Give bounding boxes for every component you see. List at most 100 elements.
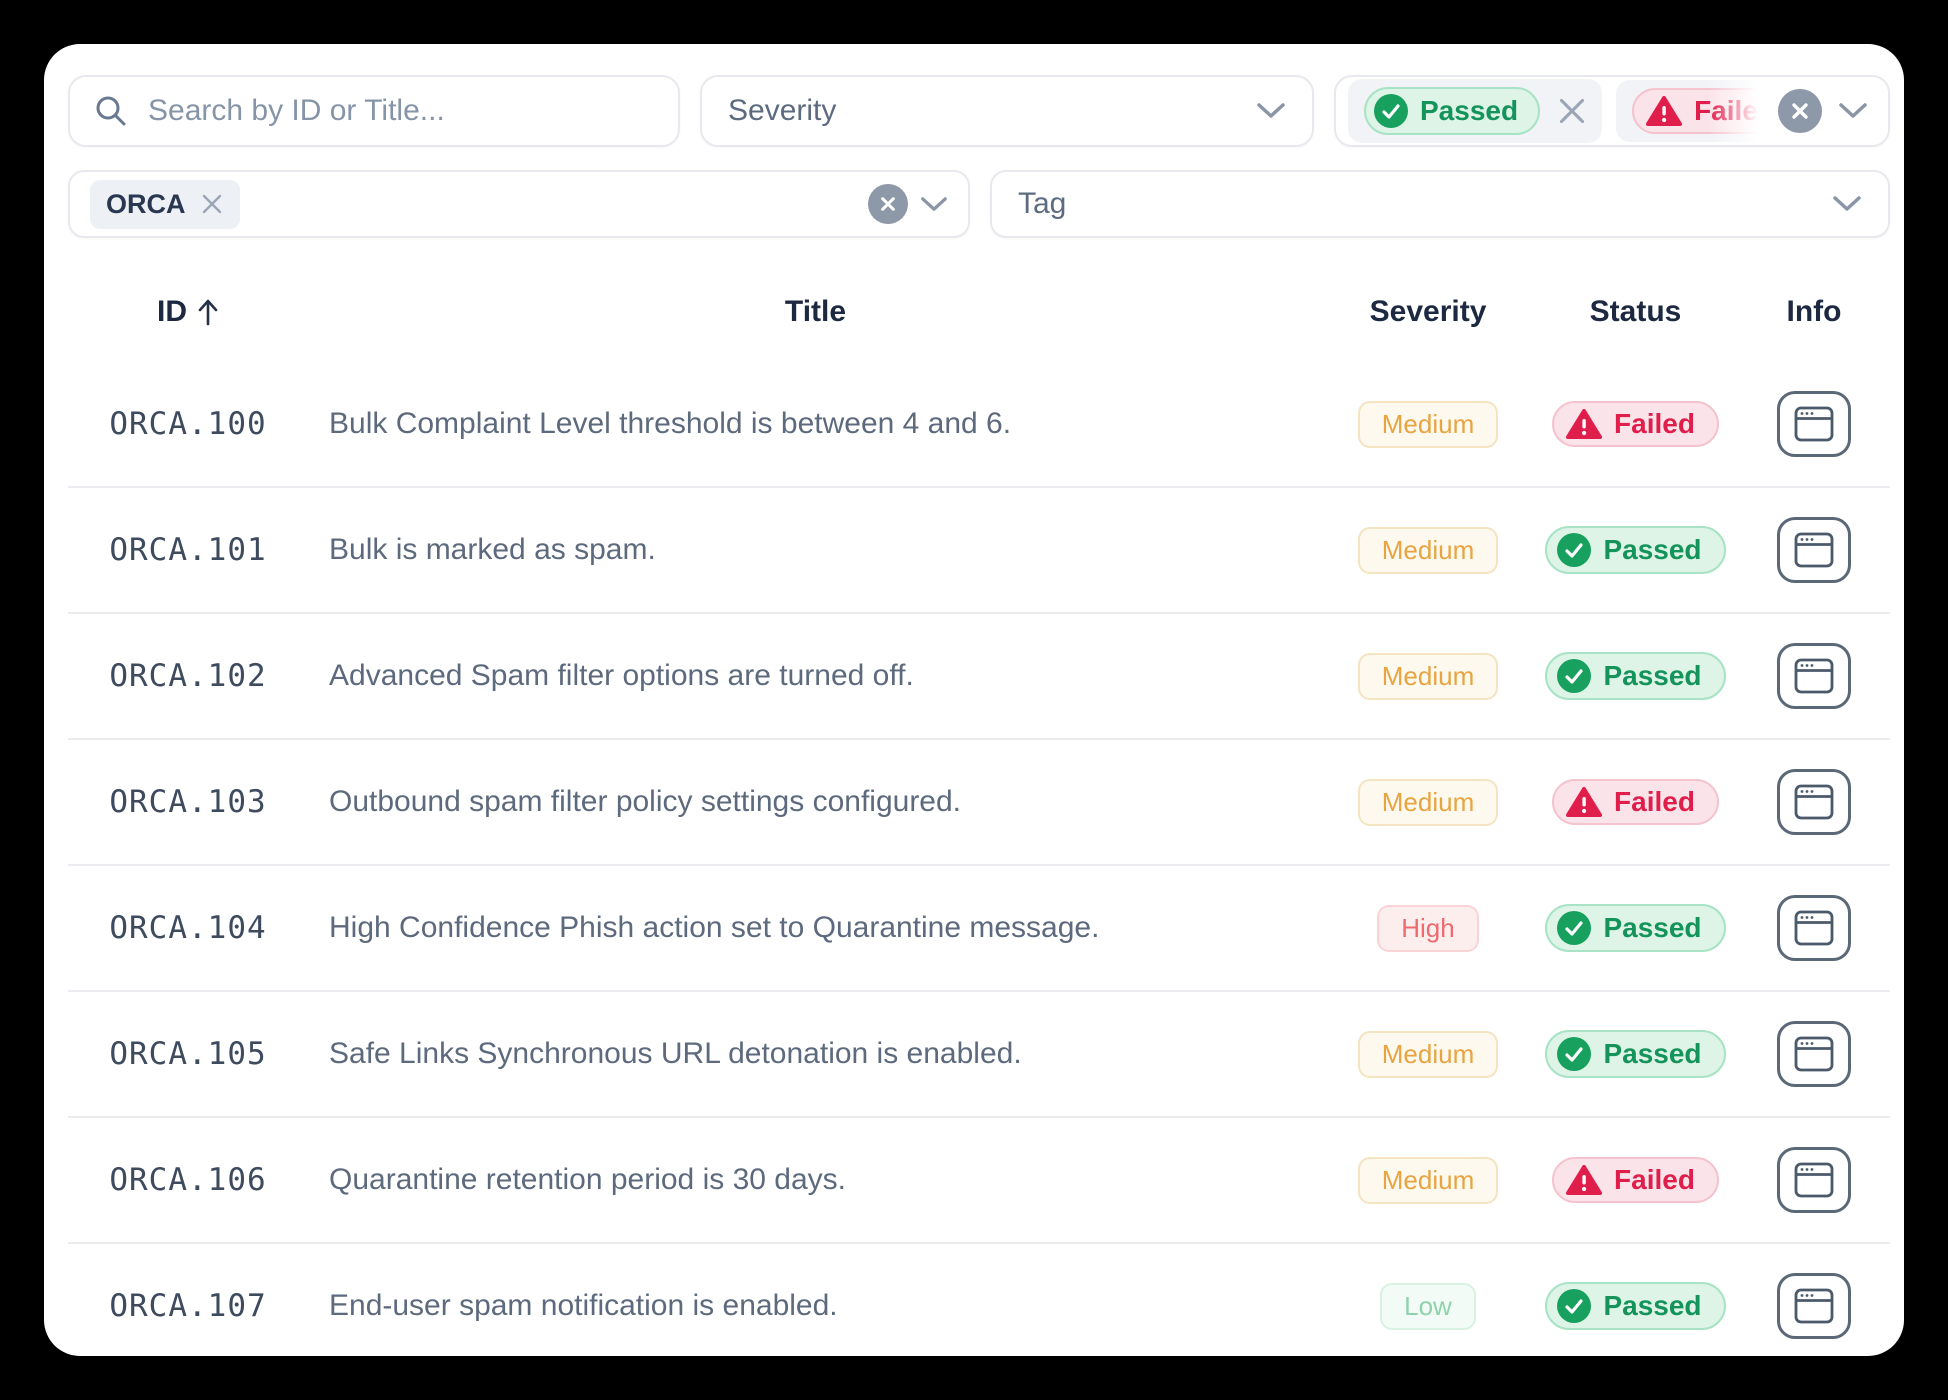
warning-triangle-icon <box>1566 408 1603 440</box>
check-id: ORCA.105 <box>109 1036 267 1072</box>
table-row: ORCA.102 Advanced Spam filter options ar… <box>68 614 1890 740</box>
table-row: ORCA.104 High Confidence Phish action se… <box>68 866 1890 992</box>
check-title: Outbound spam filter policy settings con… <box>329 785 962 818</box>
check-circle-icon <box>1557 659 1592 693</box>
table-body: ORCA.100 Bulk Complaint Level threshold … <box>68 362 1890 1356</box>
search-icon <box>94 94 128 128</box>
severity-badge: High <box>1377 904 1479 952</box>
check-id: ORCA.107 <box>109 1288 267 1324</box>
window-icon <box>1794 1036 1834 1072</box>
window-icon <box>1794 1162 1834 1198</box>
severity-badge: Medium <box>1357 400 1499 448</box>
tag-dropdown-label: Tag <box>1018 187 1067 220</box>
filter-bar-top: Search by ID or Title... Severity Passed <box>68 75 1890 147</box>
severity-badge: Medium <box>1357 1156 1499 1204</box>
framework-chip-label: ORCA <box>106 188 186 219</box>
status-badge-label: Passed <box>1603 660 1702 691</box>
status-badge-label: Passed <box>1603 1290 1702 1321</box>
window-icon <box>1794 406 1834 442</box>
status-badge: Passed <box>1545 1282 1726 1330</box>
window-icon <box>1794 532 1834 568</box>
table-row: ORCA.106 Quarantine retention period is … <box>68 1118 1890 1244</box>
check-id: ORCA.100 <box>109 406 267 442</box>
info-button[interactable] <box>1777 1021 1851 1087</box>
filter-bar-bottom: ORCA Tag <box>68 170 1890 238</box>
status-badge: Failed <box>1552 401 1719 447</box>
table-row: ORCA.100 Bulk Complaint Level threshold … <box>68 362 1890 488</box>
chevron-down-icon[interactable] <box>920 196 948 213</box>
status-badge-label: Failed <box>1614 408 1695 439</box>
search-input[interactable]: Search by ID or Title... <box>68 75 680 147</box>
check-id: ORCA.102 <box>109 658 267 694</box>
severity-badge: Medium <box>1357 778 1499 826</box>
info-button[interactable] <box>1777 769 1851 835</box>
status-badge: Passed <box>1545 526 1726 574</box>
check-id: ORCA.104 <box>109 910 267 946</box>
checks-table: ID Title Severity Status Info ORCA.100 B… <box>68 262 1890 1356</box>
info-button[interactable] <box>1777 895 1851 961</box>
status-badge: Passed <box>1545 904 1726 952</box>
column-header-info[interactable]: Info <box>1786 295 1842 328</box>
status-badge-label: Passed <box>1603 534 1702 565</box>
check-id: ORCA.103 <box>109 784 267 820</box>
info-button[interactable] <box>1777 517 1851 583</box>
tag-dropdown[interactable]: Tag <box>990 170 1890 238</box>
severity-badge: Medium <box>1357 1030 1499 1078</box>
passed-badge: Passed <box>1364 87 1541 135</box>
status-badge: Failed <box>1552 779 1719 825</box>
warning-triangle-icon <box>1566 786 1603 818</box>
check-circle-icon <box>1374 94 1408 128</box>
warning-triangle-icon <box>1646 95 1683 127</box>
status-badge-label: Passed <box>1603 912 1702 943</box>
check-title: Bulk Complaint Level threshold is betwee… <box>329 407 1012 440</box>
check-circle-icon <box>1557 1037 1592 1071</box>
check-id: ORCA.106 <box>109 1162 267 1198</box>
info-button[interactable] <box>1777 1147 1851 1213</box>
check-title: High Confidence Phish action set to Quar… <box>329 911 1100 944</box>
info-button[interactable] <box>1777 643 1851 709</box>
remove-orca-chip-icon[interactable] <box>200 192 224 216</box>
check-title: Bulk is marked as spam. <box>329 533 656 566</box>
check-circle-icon <box>1557 533 1592 567</box>
table-row: ORCA.103 Outbound spam filter policy set… <box>68 740 1890 866</box>
status-filter-dropdown[interactable]: Passed Failed <box>1334 75 1890 147</box>
check-title: Advanced Spam filter options are turned … <box>329 659 914 692</box>
check-circle-icon <box>1557 1289 1592 1323</box>
framework-filter-controls <box>868 184 948 224</box>
framework-filter-dropdown[interactable]: ORCA <box>68 170 970 238</box>
sort-ascending-icon <box>197 296 219 328</box>
column-header-id[interactable]: ID <box>68 295 308 329</box>
check-id: ORCA.101 <box>109 532 267 568</box>
chevron-down-icon <box>1832 195 1862 213</box>
info-button[interactable] <box>1777 391 1851 457</box>
chevron-down-icon[interactable] <box>1838 102 1868 120</box>
status-chip-passed: Passed <box>1348 79 1603 143</box>
window-icon <box>1794 658 1834 694</box>
status-badge-label: Failed <box>1614 1164 1695 1195</box>
column-header-title[interactable]: Title <box>784 295 847 328</box>
table-header: ID Title Severity Status Info <box>68 262 1890 362</box>
remove-passed-chip-icon[interactable] <box>1558 97 1586 125</box>
column-header-status[interactable]: Status <box>1589 295 1682 328</box>
table-row: ORCA.107 End-user spam notification is e… <box>68 1244 1890 1356</box>
column-header-severity[interactable]: Severity <box>1369 295 1487 328</box>
table-row: ORCA.101 Bulk is marked as spam. Medium … <box>68 488 1890 614</box>
clear-framework-filter-icon[interactable] <box>868 184 908 224</box>
search-placeholder: Search by ID or Title... <box>148 94 445 127</box>
clear-status-filter-icon[interactable] <box>1778 89 1822 133</box>
severity-dropdown-label: Severity <box>728 94 837 127</box>
app-window: Search by ID or Title... Severity Passed <box>44 44 1904 1356</box>
window-icon <box>1794 784 1834 820</box>
window-icon <box>1794 910 1834 946</box>
window-icon <box>1794 1288 1834 1324</box>
table-row: ORCA.105 Safe Links Synchronous URL deto… <box>68 992 1890 1118</box>
check-title: Quarantine retention period is 30 days. <box>329 1163 846 1196</box>
status-badge: Passed <box>1545 1030 1726 1078</box>
status-badge: Passed <box>1545 652 1726 700</box>
severity-badge: Low <box>1380 1282 1476 1330</box>
severity-dropdown[interactable]: Severity <box>700 75 1314 147</box>
warning-triangle-icon <box>1566 1164 1603 1196</box>
info-button[interactable] <box>1777 1273 1851 1339</box>
status-badge: Failed <box>1552 1157 1719 1203</box>
check-title: End-user spam notification is enabled. <box>329 1289 838 1322</box>
